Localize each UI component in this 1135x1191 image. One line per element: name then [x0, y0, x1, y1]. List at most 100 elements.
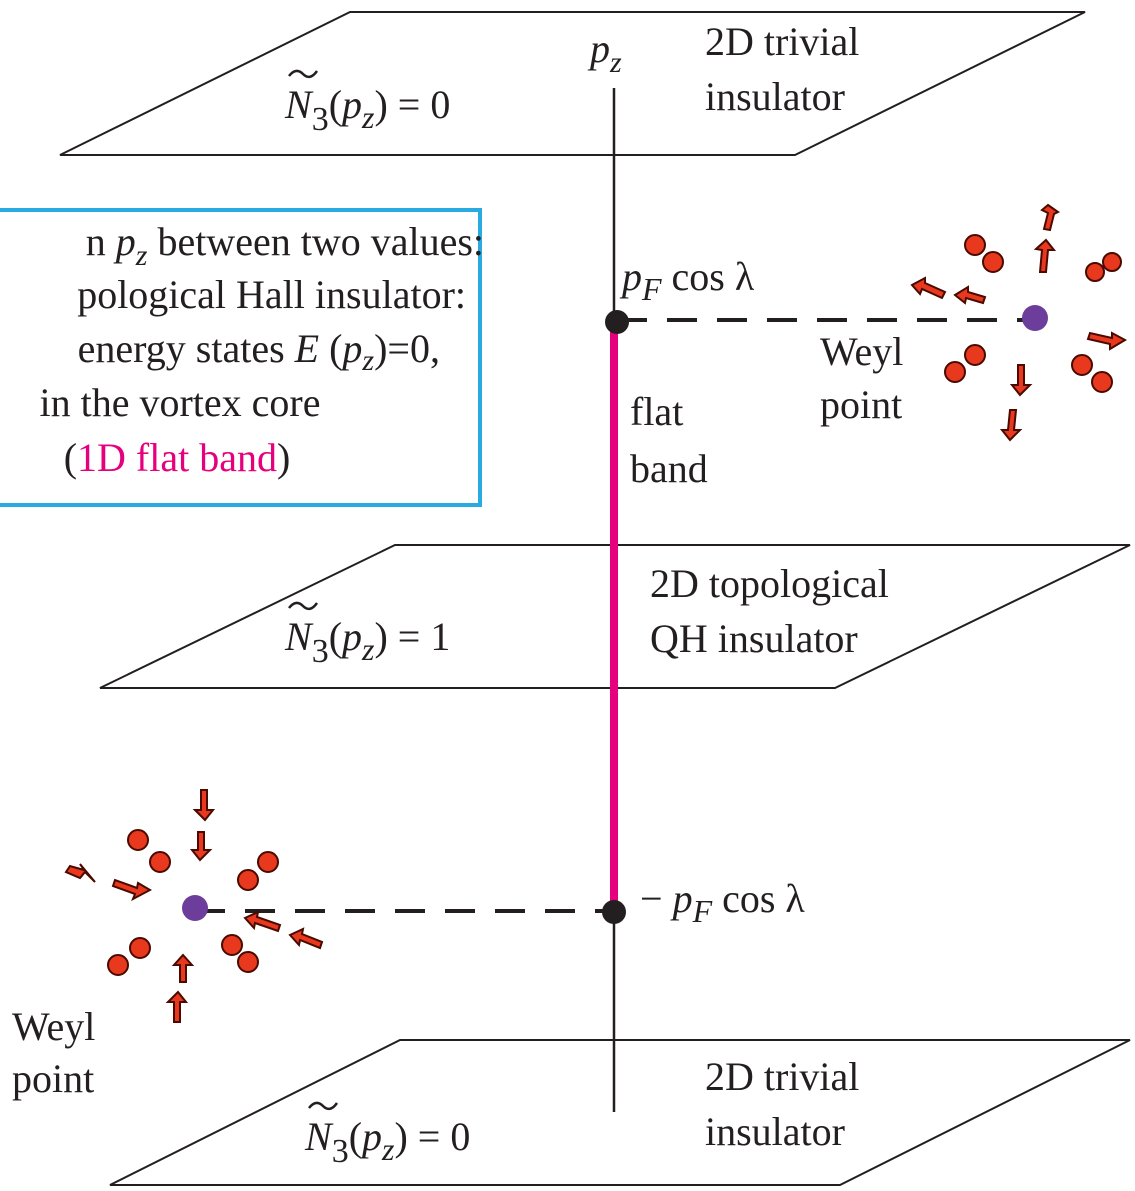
plane-top [59, 11, 1086, 156]
text-part: 3 [312, 633, 329, 670]
text-part: ( [329, 82, 342, 127]
info-line: energy states E (pz)=0, [78, 326, 440, 377]
text-part: E [294, 326, 319, 371]
decoration [129, 937, 151, 959]
weyl-label: Weyl [820, 329, 903, 374]
decoration [171, 953, 195, 983]
text-part: p [670, 876, 693, 921]
plane-label: 2D trivial [705, 19, 859, 64]
decoration [1085, 262, 1105, 282]
point-lower [602, 900, 626, 924]
text-part: ( [329, 614, 342, 659]
text-part: between two values: [147, 219, 484, 264]
decoration [1071, 354, 1093, 376]
plane-label: 2D trivial [705, 1054, 859, 1099]
decoration [107, 954, 129, 976]
axis-label: pz [587, 26, 622, 79]
weyl-label: point [820, 382, 902, 427]
text-part: z [361, 344, 374, 377]
decoration [999, 409, 1023, 442]
invariant-bottom: N3(pz) = 0 [304, 1101, 470, 1170]
plane-bottom [109, 1039, 1131, 1186]
text-part: cos λ [712, 876, 805, 921]
text-part: z [381, 1131, 395, 1167]
plane-label: 2D topological [650, 561, 889, 606]
decoration: N3(pz) = 0 [304, 1114, 470, 1170]
decoration [1009, 364, 1033, 397]
weyl-point-upper [1022, 305, 1048, 331]
info-line: pological Hall insulator: [77, 272, 466, 317]
decoration [1033, 238, 1057, 273]
weyl-point-lower [182, 895, 208, 921]
text-part: ) [277, 435, 290, 480]
text-part: z [135, 239, 148, 272]
decoration [953, 285, 987, 305]
decoration [165, 990, 189, 1023]
decoration [910, 276, 947, 300]
tilde [288, 69, 319, 79]
text-part: ( [64, 435, 77, 480]
text-part: N [304, 1114, 334, 1159]
decoration [149, 851, 171, 873]
text-part: p [587, 26, 610, 71]
text-part: z [361, 631, 375, 667]
decoration [964, 344, 986, 366]
info-line: n pz between two values: [86, 219, 484, 272]
invariant-middle: N3(pz) = 1 [284, 601, 450, 670]
decoration [1102, 252, 1122, 272]
plane-middle [99, 544, 1131, 689]
point-label: − pF cos λ [640, 876, 805, 929]
text-part: 3 [312, 101, 329, 138]
text-part: F [641, 271, 662, 307]
decoration: N3(pz) = 0 [284, 82, 450, 138]
decoration [243, 910, 282, 933]
decoration [111, 878, 153, 902]
weyl-label: Weyl [12, 1004, 95, 1049]
text-part: energy states [78, 326, 295, 371]
decoration [221, 934, 243, 956]
text-part: z [609, 46, 622, 79]
text-part: 1D flat band [77, 435, 277, 480]
decoration [64, 863, 96, 883]
decoration [257, 851, 279, 873]
decoration [1086, 331, 1128, 351]
point-upper [605, 310, 629, 334]
text-part: p [619, 254, 642, 299]
decoration: N3(pz) = 1 [284, 614, 450, 670]
info-line: in the vortex core [40, 380, 321, 425]
flat-band-label: band [630, 446, 708, 491]
decoration [964, 234, 986, 256]
text-part: N [284, 614, 314, 659]
decoration [237, 869, 259, 891]
decoration [1091, 371, 1113, 393]
hedgehog-upper [910, 203, 1128, 442]
decoration [127, 829, 149, 851]
text-part: F [692, 893, 713, 929]
decoration [192, 789, 216, 822]
plane-label: QH insulator [650, 616, 858, 661]
text-part: )=0, [374, 326, 440, 371]
text-part: n [86, 219, 116, 264]
text-part: p [339, 82, 362, 127]
text-part: ) = 0 [394, 1114, 470, 1159]
text-part: p [339, 326, 362, 371]
decoration [982, 251, 1004, 273]
tilde [308, 1101, 339, 1111]
plane-label: insulator [705, 74, 845, 119]
decoration [189, 831, 213, 862]
decoration [288, 927, 324, 950]
text-part: ( [319, 326, 342, 371]
decoration [1040, 203, 1060, 232]
tilde [288, 601, 319, 611]
invariant-top: N3(pz) = 0 [284, 69, 450, 138]
text-part: p [339, 614, 362, 659]
text-part: z [361, 99, 375, 135]
decoration [944, 361, 966, 383]
decoration [237, 951, 259, 973]
text-part: ) = 1 [374, 614, 450, 659]
text-part: p [113, 219, 136, 264]
text-part: ) = 0 [374, 82, 450, 127]
text-part: p [359, 1114, 382, 1159]
text-part: − [640, 876, 673, 921]
